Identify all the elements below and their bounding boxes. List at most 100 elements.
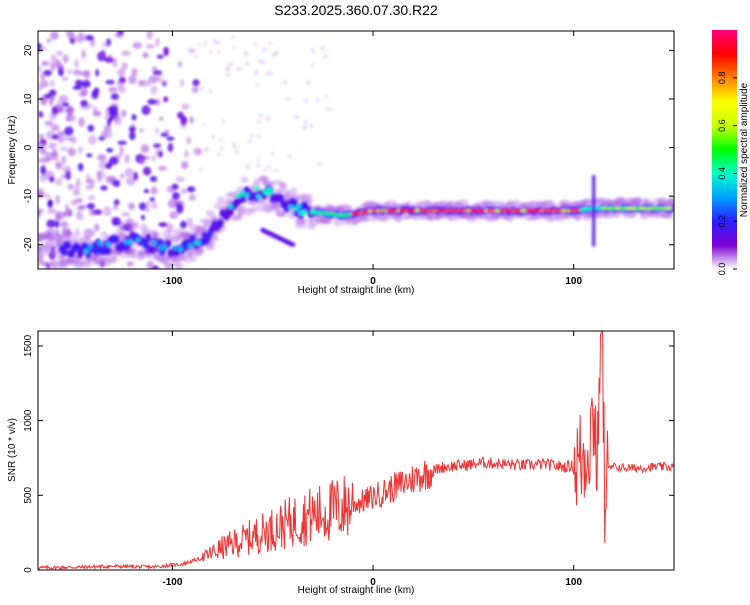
heatmap-cell	[490, 200, 500, 207]
heatmap-cell	[159, 79, 168, 85]
heatmap-cell	[142, 52, 149, 59]
heatmap-cell	[234, 150, 240, 155]
heatmap-cell	[255, 205, 265, 212]
heatmap-cell	[279, 183, 287, 193]
heatmap-cell	[151, 155, 157, 162]
snr-series-line	[38, 331, 674, 570]
heatmap-cell	[267, 164, 271, 170]
heatmap-cell	[49, 79, 55, 88]
heatmap-cell	[40, 61, 50, 66]
heatmap-cell	[110, 93, 119, 100]
heatmap-cell	[160, 132, 169, 137]
heatmap-cell	[161, 244, 167, 250]
heatmap-cell	[180, 160, 189, 170]
heatmap-cell	[591, 225, 596, 230]
heatmap-cell	[89, 207, 95, 217]
heatmap-cell	[40, 165, 47, 175]
heatmap-cell	[149, 175, 158, 183]
heatmap-cell	[39, 46, 47, 51]
heatmap-x-ticks: -100 0 100	[162, 31, 582, 287]
heatmap-cell	[180, 115, 188, 125]
heatmap-cell	[326, 106, 333, 111]
heatmap-cell	[120, 173, 125, 179]
heatmap-cell	[256, 133, 261, 139]
heatmap-cell	[38, 158, 43, 164]
heatmap-cell	[127, 239, 133, 245]
heatmap-cell	[48, 144, 55, 149]
heatmap-cell	[74, 228, 81, 238]
heatmap-cell	[208, 49, 213, 55]
heatmap-cell	[95, 69, 100, 77]
heatmap-cell	[220, 145, 224, 151]
heatmap-cell	[135, 237, 141, 242]
heatmap-cell	[119, 221, 131, 231]
figure-title: S233.2025.360.07.30.R22	[274, 2, 438, 18]
heatmap-cell	[164, 128, 171, 134]
heatmap-cell	[158, 222, 168, 228]
heatmap-cell	[236, 209, 244, 217]
heatmap-cell	[77, 146, 83, 154]
heatmap-cell	[105, 79, 115, 85]
heatmap-cell	[64, 204, 69, 211]
heatmap-cell	[45, 239, 56, 248]
heatmap-cell	[265, 70, 270, 77]
heatmap-cell	[129, 246, 137, 256]
heatmap-cell	[244, 192, 250, 198]
heatmap-cell	[155, 98, 161, 106]
heatmap-cell	[193, 147, 203, 156]
heatmap-cell	[180, 188, 188, 195]
heatmap-cell	[76, 177, 81, 187]
heatmap-cell	[124, 153, 130, 164]
heatmap-cell	[105, 162, 113, 169]
heatmap-cell	[256, 156, 260, 162]
heatmap-cell	[61, 155, 67, 164]
heatmap-cell	[72, 85, 82, 90]
heatmap-cell	[112, 57, 118, 68]
heatmap-cell	[288, 204, 294, 210]
heatmap-cell	[38, 258, 43, 266]
heatmap-cell	[85, 34, 94, 41]
heatmap-cell	[293, 115, 300, 120]
heatmap-cell	[591, 218, 596, 223]
heatmap-cell	[166, 185, 176, 193]
heatmap-cell	[216, 152, 222, 157]
heatmap-cell	[145, 43, 155, 49]
heatmap-cell	[288, 153, 292, 160]
heatmap-cell	[177, 246, 183, 252]
heatmap-cell	[74, 58, 79, 69]
heatmap-cell	[209, 88, 213, 94]
heatmap-cell	[591, 198, 596, 203]
heatmap-cell	[159, 116, 164, 122]
heatmap-cell	[38, 133, 45, 141]
heatmap-cell	[129, 131, 136, 141]
heatmap-x-tick-label: 100	[565, 276, 582, 287]
heatmap-cells	[38, 31, 674, 269]
heatmap-cell	[301, 192, 313, 200]
heatmap-cell	[393, 213, 403, 223]
heatmap-cell	[175, 176, 185, 183]
heatmap-cell	[187, 48, 196, 53]
heatmap-cell	[591, 222, 596, 227]
heatmap-cell	[77, 162, 84, 172]
line-y-axis-label: SNR (10 * v/v)	[7, 418, 18, 482]
colorbar-ticks: 0.0 0.2 0.4 0.6 0.8	[717, 72, 737, 275]
heatmap-cell	[46, 38, 52, 43]
heatmap-cell	[591, 208, 596, 213]
heatmap-cell	[268, 189, 274, 195]
heatmap-cell	[155, 37, 160, 48]
heatmap-cell	[66, 114, 76, 122]
line-panel: -100 0 100 0 500 1000 1500 Height of straight…	[7, 330, 675, 596]
heatmap-cell	[123, 239, 129, 245]
heatmap-cell	[591, 188, 596, 193]
heatmap-cell	[158, 165, 167, 172]
heatmap-cell	[290, 242, 296, 248]
heatmap-cell	[181, 103, 190, 110]
heatmap-cell	[221, 119, 226, 124]
heatmap-cell	[38, 84, 43, 92]
heatmap-cell	[58, 95, 69, 103]
heatmap-cell	[80, 87, 89, 96]
heatmap-cell	[179, 220, 187, 229]
heatmap-cell	[192, 79, 200, 87]
heatmap-x-tick-label: -100	[162, 276, 182, 287]
